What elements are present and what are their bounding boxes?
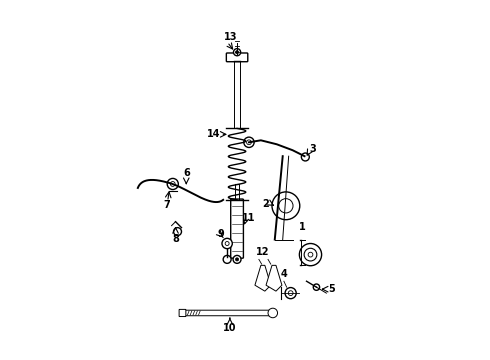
Circle shape [233,255,241,264]
Circle shape [225,242,229,246]
Circle shape [222,238,232,249]
Circle shape [301,153,309,161]
Text: 6: 6 [183,168,190,178]
Circle shape [279,199,293,213]
Text: 8: 8 [172,234,179,244]
Circle shape [223,255,231,264]
Text: 2: 2 [262,199,269,209]
Text: 1: 1 [299,222,306,231]
Text: 4: 4 [280,269,287,279]
Circle shape [173,228,181,235]
FancyBboxPatch shape [179,309,186,316]
Circle shape [236,51,239,54]
FancyBboxPatch shape [185,310,271,316]
Text: 11: 11 [242,213,256,223]
Text: 14: 14 [206,129,220,139]
Circle shape [234,49,241,56]
Text: 12: 12 [256,247,270,257]
Circle shape [236,258,239,261]
Text: 10: 10 [223,323,237,333]
Circle shape [244,137,254,148]
Circle shape [308,252,313,257]
Circle shape [304,248,317,261]
Circle shape [299,243,321,266]
Text: 13: 13 [224,32,238,42]
Text: 7: 7 [163,199,170,210]
Circle shape [272,192,300,220]
Circle shape [246,140,251,145]
Circle shape [288,291,293,296]
Polygon shape [255,265,271,291]
Text: 9: 9 [217,229,224,239]
Circle shape [313,284,319,291]
Circle shape [171,181,175,186]
Circle shape [167,179,178,189]
FancyBboxPatch shape [226,53,248,62]
Circle shape [268,308,277,318]
Circle shape [285,288,296,299]
Text: 5: 5 [328,284,335,294]
Text: 3: 3 [309,144,316,154]
Polygon shape [266,265,282,291]
FancyBboxPatch shape [231,199,244,258]
